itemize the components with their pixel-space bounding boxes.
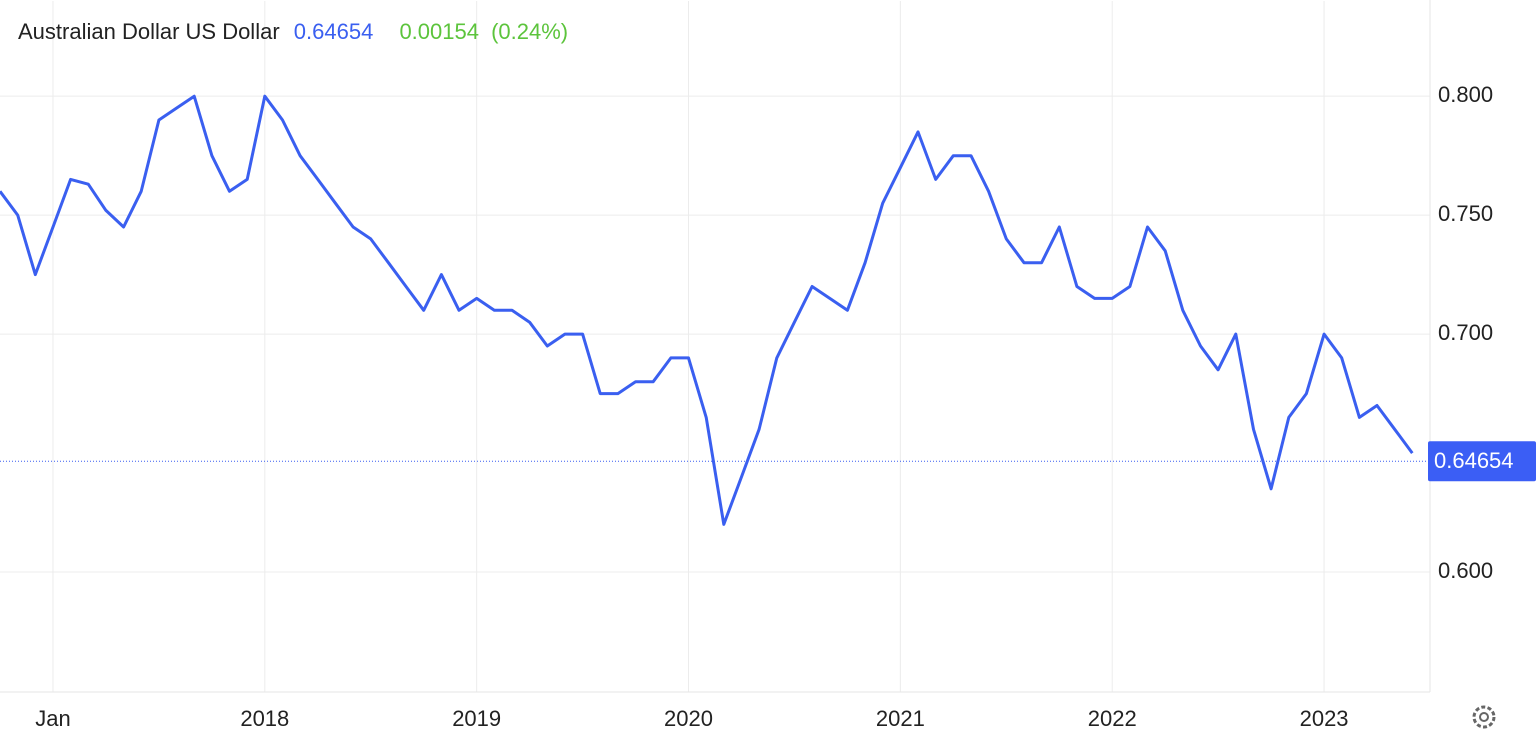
y-tick-label: 0.750	[1438, 201, 1493, 226]
gear-hub	[1479, 712, 1489, 722]
x-tick-label: 2019	[452, 706, 501, 731]
last-price: 0.64654	[294, 19, 374, 44]
x-tick-label: 2022	[1088, 706, 1137, 731]
header: Australian Dollar US Dollar 0.64654 0.00…	[18, 19, 568, 44]
change-pct: (0.24%)	[491, 19, 568, 44]
x-tick-label: 2023	[1300, 706, 1349, 731]
x-tick-label: 2018	[240, 706, 289, 731]
gear-teeth	[1472, 705, 1496, 729]
y-tick-label: 0.600	[1438, 558, 1493, 583]
grid	[0, 1, 1430, 692]
price-line	[0, 94, 1414, 526]
change: 0.00154	[399, 19, 479, 44]
x-tick-label: 2020	[664, 706, 713, 731]
x-tick-label: 2021	[876, 706, 925, 731]
x-tick-label: Jan	[35, 706, 70, 731]
last-price-box	[1428, 441, 1536, 482]
chart-title: Australian Dollar US Dollar	[18, 19, 280, 44]
settings-icon[interactable]	[1472, 705, 1496, 729]
y-tick-label: 0.800	[1438, 82, 1493, 107]
last-price-label: 0.64654	[1434, 448, 1514, 473]
y-tick-label: 0.700	[1438, 320, 1493, 345]
